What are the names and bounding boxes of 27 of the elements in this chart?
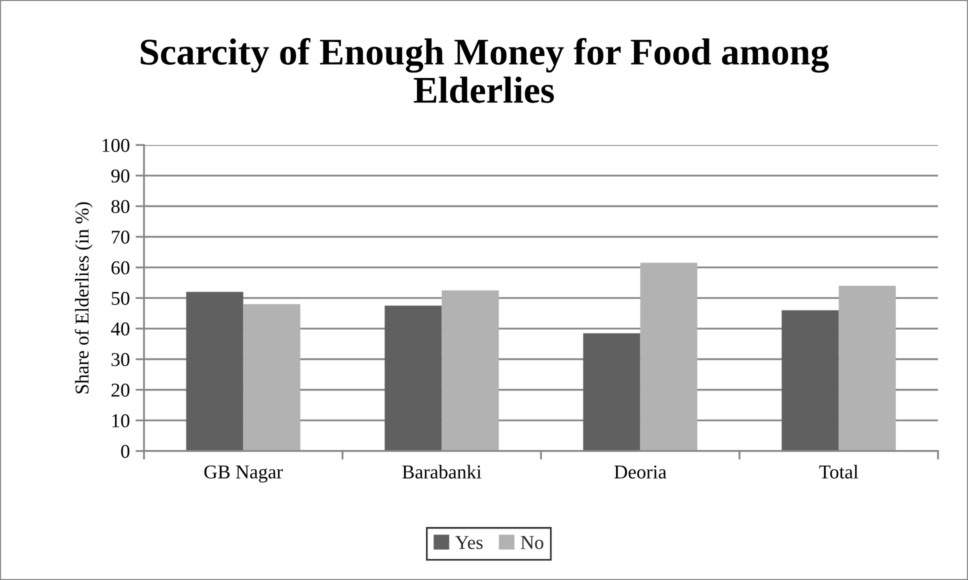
y-tick-label: 10: [112, 414, 130, 428]
y-tick-label: 80: [111, 200, 130, 214]
y-tick-label: 60: [112, 261, 130, 274]
y-axis-title: Share of Elderlies (in %): [74, 202, 93, 394]
bar: [583, 333, 640, 451]
x-tick-label: Deoria: [614, 466, 666, 479]
y-tick-label: 40: [111, 322, 130, 336]
y-tick-label: 50: [112, 292, 130, 305]
legend-label: Yes: [455, 536, 483, 550]
x-tick-label: Total: [819, 464, 858, 479]
bar: [838, 286, 896, 451]
bar: [186, 292, 244, 451]
bar: [640, 262, 698, 451]
x-tick-label: Barabanki: [402, 464, 482, 479]
chart-title: Scarcity of Enough Money for Food among Elderlies: [140, 38, 829, 103]
y-tick-label: 0: [121, 444, 130, 458]
bar: [442, 290, 499, 451]
x-tick-label: GB Nagar: [204, 465, 283, 483]
y-tick-label: 90: [111, 169, 130, 183]
bar: [782, 310, 839, 451]
bar: [384, 306, 442, 451]
y-tick-label: 70: [112, 230, 130, 244]
y-tick-label: 100: [102, 138, 130, 152]
y-tick-label: 30: [112, 353, 130, 366]
legend-label: No: [520, 536, 544, 550]
y-tick-label: 20: [112, 384, 130, 397]
bar: [243, 304, 300, 451]
